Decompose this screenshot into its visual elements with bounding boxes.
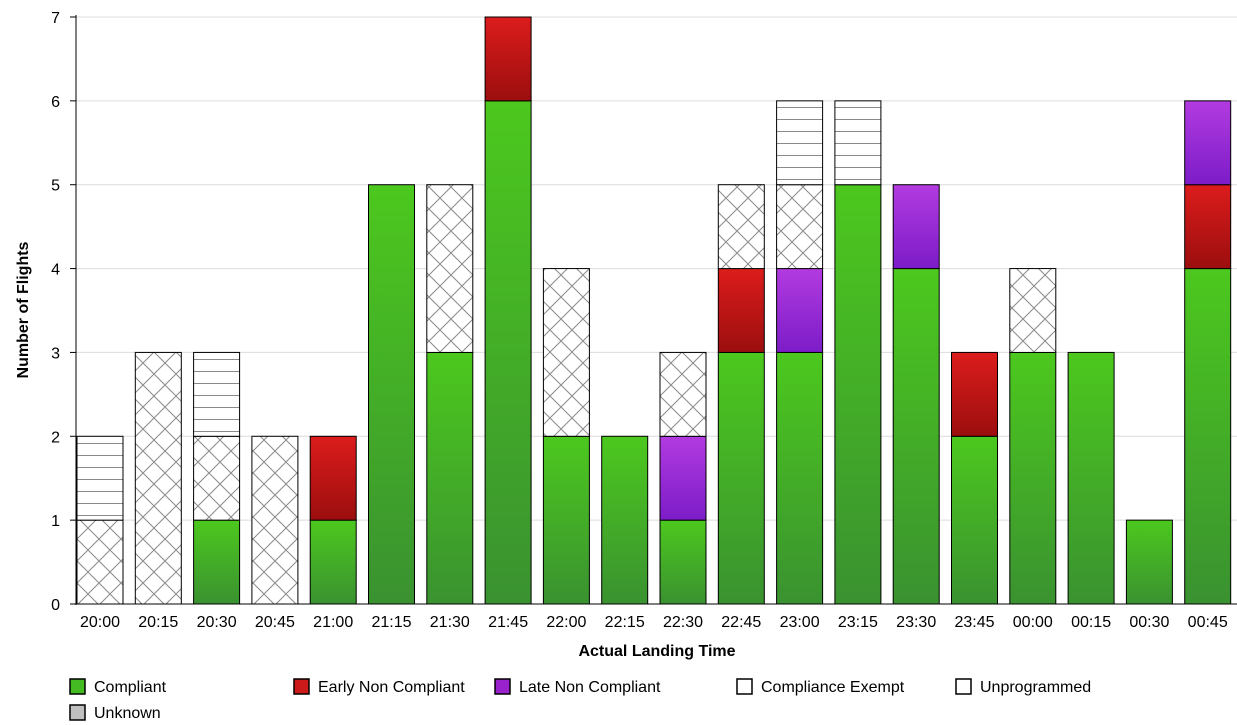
x-tick-label: 22:15 [605, 614, 645, 631]
bar-segment [134, 351, 182, 605]
bar-segment [368, 184, 415, 605]
legend-label: Late Non Compliant [519, 679, 661, 696]
bar-segment [193, 351, 241, 437]
bar-segment [484, 16, 532, 102]
legend-swatch [293, 678, 310, 695]
bar-segment [1184, 268, 1232, 605]
bars [76, 16, 1232, 605]
bar-segment [659, 519, 707, 605]
bar-segment [1125, 519, 1173, 605]
bar-segment [776, 100, 824, 186]
legend-swatch [69, 704, 86, 721]
bar-segment [309, 435, 357, 521]
x-tick-label: 00:45 [1188, 614, 1228, 631]
legend-label: Unknown [94, 705, 161, 722]
tick-labels: 0 1 2 3 4 5 6 7 20:00 20:15 20:30 20:45 21:00 21:15 21… [51, 10, 1228, 631]
x-tick-label: 21:00 [313, 614, 353, 631]
x-tick-label: 00:00 [1013, 614, 1053, 631]
bar-segment [776, 268, 824, 353]
x-tick-label: 22:45 [721, 614, 761, 631]
bar-segment [717, 184, 765, 270]
bar-segment [76, 435, 124, 521]
legend-swatch [736, 678, 753, 695]
x-tick-label: 20:45 [255, 614, 295, 631]
legend-swatch [69, 678, 86, 695]
x-tick-label: 22:00 [546, 614, 586, 631]
x-tick-label: 20:00 [80, 614, 120, 631]
bar-segment [951, 351, 998, 437]
bar-segment [892, 268, 940, 605]
bar-segment [309, 519, 357, 605]
x-tick-label: 23:00 [780, 614, 820, 631]
bar-segment [484, 100, 532, 605]
x-tick-label: 23:30 [896, 614, 936, 631]
axes [70, 15, 1237, 605]
bar-segment [717, 268, 765, 353]
legend: Compliant Early Non Compliant Late Non Com… [69, 678, 1091, 722]
bar-segment [1009, 351, 1057, 605]
bar-segment [1184, 100, 1232, 186]
y-tick-label: 3 [51, 345, 60, 362]
x-tick-label: 23:45 [954, 614, 994, 631]
x-tick-label: 20:15 [138, 614, 178, 631]
y-tick-label: 7 [51, 10, 60, 27]
bar-segment [892, 184, 940, 270]
x-tick-label: 00:15 [1071, 614, 1111, 631]
y-axis-title: Number of Flights [15, 241, 32, 378]
bar-segment [834, 184, 882, 605]
legend-label: Unprogrammed [980, 679, 1091, 696]
y-tick-label: 4 [51, 262, 60, 279]
legend-label: Compliance Exempt [761, 679, 905, 696]
bar-segment [193, 519, 241, 605]
bar-segment [717, 351, 765, 605]
x-tick-label: 23:15 [838, 614, 878, 631]
x-tick-label: 21:15 [371, 614, 411, 631]
bar-segment [1009, 268, 1057, 353]
x-axis-title: Actual Landing Time [578, 643, 735, 660]
bar-segment [601, 435, 649, 605]
legend-swatch [494, 678, 511, 695]
bar-segment [76, 519, 124, 605]
y-tick-label: 2 [51, 429, 60, 446]
bar-segment [426, 351, 474, 605]
y-tick-label: 6 [51, 94, 60, 111]
bar-segment [776, 184, 824, 270]
bar-segment [426, 184, 474, 353]
bar-segment [776, 351, 824, 605]
bar-segment [659, 435, 707, 521]
y-tick-label: 1 [51, 513, 60, 530]
legend-label: Early Non Compliant [318, 679, 465, 696]
bar-segment [1067, 351, 1115, 605]
y-tick-label: 0 [51, 597, 60, 614]
bar-segment [1184, 184, 1232, 270]
x-tick-label: 00:30 [1129, 614, 1169, 631]
x-tick-label: 20:30 [197, 614, 237, 631]
x-tick-label: 21:30 [430, 614, 470, 631]
bar-segment [542, 268, 590, 437]
bar-segment [193, 435, 241, 521]
y-tick-label: 5 [51, 178, 60, 195]
legend-swatch [955, 678, 972, 695]
bar-segment [951, 435, 998, 605]
bar-segment [659, 351, 707, 437]
x-tick-label: 22:30 [663, 614, 703, 631]
x-tick-label: 21:45 [488, 614, 528, 631]
bar-segment [834, 100, 882, 186]
gridlines [76, 16, 1237, 521]
legend-label: Compliant [94, 679, 167, 696]
bar-segment [251, 435, 299, 605]
bar-segment [542, 435, 590, 605]
